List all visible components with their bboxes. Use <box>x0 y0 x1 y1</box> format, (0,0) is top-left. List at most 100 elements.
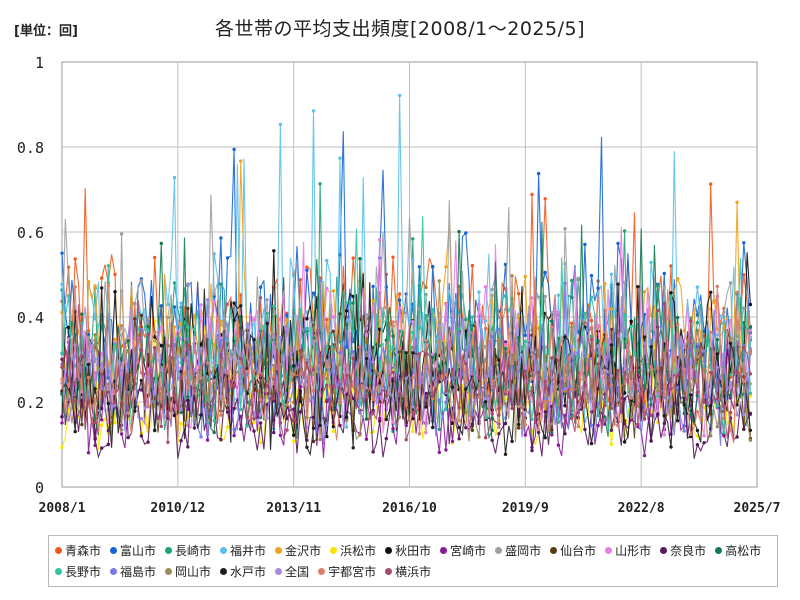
series-point <box>735 435 739 439</box>
series-point <box>311 439 316 444</box>
series-point <box>470 422 475 426</box>
series-point <box>424 352 428 357</box>
series-point <box>192 426 197 430</box>
series-point <box>728 410 733 415</box>
series-point <box>589 423 594 427</box>
series-point <box>728 341 733 346</box>
series-point <box>86 329 91 333</box>
series-point <box>748 328 753 332</box>
series-point <box>364 350 369 355</box>
series-point <box>278 317 283 322</box>
series-point <box>523 369 527 373</box>
series-point <box>358 433 362 437</box>
series-point <box>212 390 216 394</box>
series-point <box>622 229 627 233</box>
series-point <box>609 383 614 387</box>
series-point <box>186 306 190 311</box>
series-point <box>417 352 422 356</box>
series-point <box>596 423 600 428</box>
series-point <box>371 299 375 303</box>
series-point <box>450 318 455 322</box>
series-point <box>113 290 117 294</box>
series-point <box>603 376 607 380</box>
series-point <box>205 398 210 402</box>
series-point <box>351 256 355 260</box>
series-point <box>166 315 170 320</box>
series-point <box>60 365 64 369</box>
series-point <box>437 376 441 381</box>
series-point <box>589 295 594 299</box>
legend-label: 宮崎市 <box>450 544 487 558</box>
series-point <box>656 366 660 370</box>
series-point <box>470 428 475 432</box>
series-point <box>437 450 441 455</box>
series-point <box>305 310 309 314</box>
series-point <box>649 393 653 398</box>
series-point <box>252 420 256 425</box>
series-point <box>596 362 600 366</box>
series-point <box>563 387 567 391</box>
series-point <box>503 343 508 347</box>
series-point <box>682 345 686 349</box>
legend-marker-icon <box>318 568 326 575</box>
series-point <box>563 281 567 285</box>
series-point <box>437 398 441 402</box>
series-point <box>444 372 448 377</box>
series-point <box>517 426 521 430</box>
series-point <box>728 373 733 377</box>
series-point <box>391 320 395 324</box>
series-point <box>689 361 693 366</box>
series-point <box>682 367 686 372</box>
series-point <box>66 337 71 341</box>
series-point <box>311 342 316 346</box>
series-point <box>649 260 653 265</box>
series-point <box>192 367 197 372</box>
legend-marker-icon <box>110 568 118 575</box>
series-point <box>126 339 130 343</box>
series-point <box>153 428 157 433</box>
series-point <box>100 362 104 366</box>
series-point <box>503 347 508 351</box>
series-point <box>344 309 349 313</box>
series-point <box>225 322 230 326</box>
series-point <box>649 439 653 443</box>
series-point <box>715 333 719 337</box>
series-point <box>325 361 329 366</box>
series-point <box>397 298 402 302</box>
series-point <box>119 432 124 436</box>
series-point <box>583 354 587 358</box>
series-point <box>556 380 561 384</box>
series-point <box>298 349 302 353</box>
series-point <box>603 403 607 408</box>
legend-label: 青森市 <box>65 544 102 558</box>
series-point <box>278 433 283 437</box>
series-point <box>364 356 369 361</box>
series-point <box>60 251 64 255</box>
series-point <box>278 421 283 425</box>
series-point <box>642 384 647 388</box>
series-point <box>179 408 183 412</box>
series-point <box>119 374 124 378</box>
series-point <box>272 334 276 338</box>
series-point <box>245 416 249 420</box>
series-point <box>344 418 349 422</box>
series-point <box>60 352 64 356</box>
x-tick-label: 2016/10 <box>382 501 437 516</box>
series-point <box>404 351 408 355</box>
series-point <box>728 281 733 285</box>
series-point <box>86 451 91 455</box>
legend-item: 高松市 <box>715 540 761 561</box>
chart-legend: 青森市 富山市 長崎市 福井市 金沢市 浜松市 秋田市 宮崎市 盛岡市 仙台市 山形市 奈良市 高松市長… <box>48 535 778 587</box>
series-point <box>146 332 150 337</box>
series-point <box>66 382 71 387</box>
series-point <box>609 428 614 432</box>
series-point <box>742 413 746 417</box>
series-point <box>344 329 349 334</box>
series-point <box>391 427 395 431</box>
legend-label: 仙台市 <box>560 544 597 558</box>
series-point <box>649 345 653 349</box>
series-point <box>344 363 349 368</box>
series-point <box>603 388 607 392</box>
series-point <box>364 437 369 441</box>
series-point <box>404 438 408 442</box>
